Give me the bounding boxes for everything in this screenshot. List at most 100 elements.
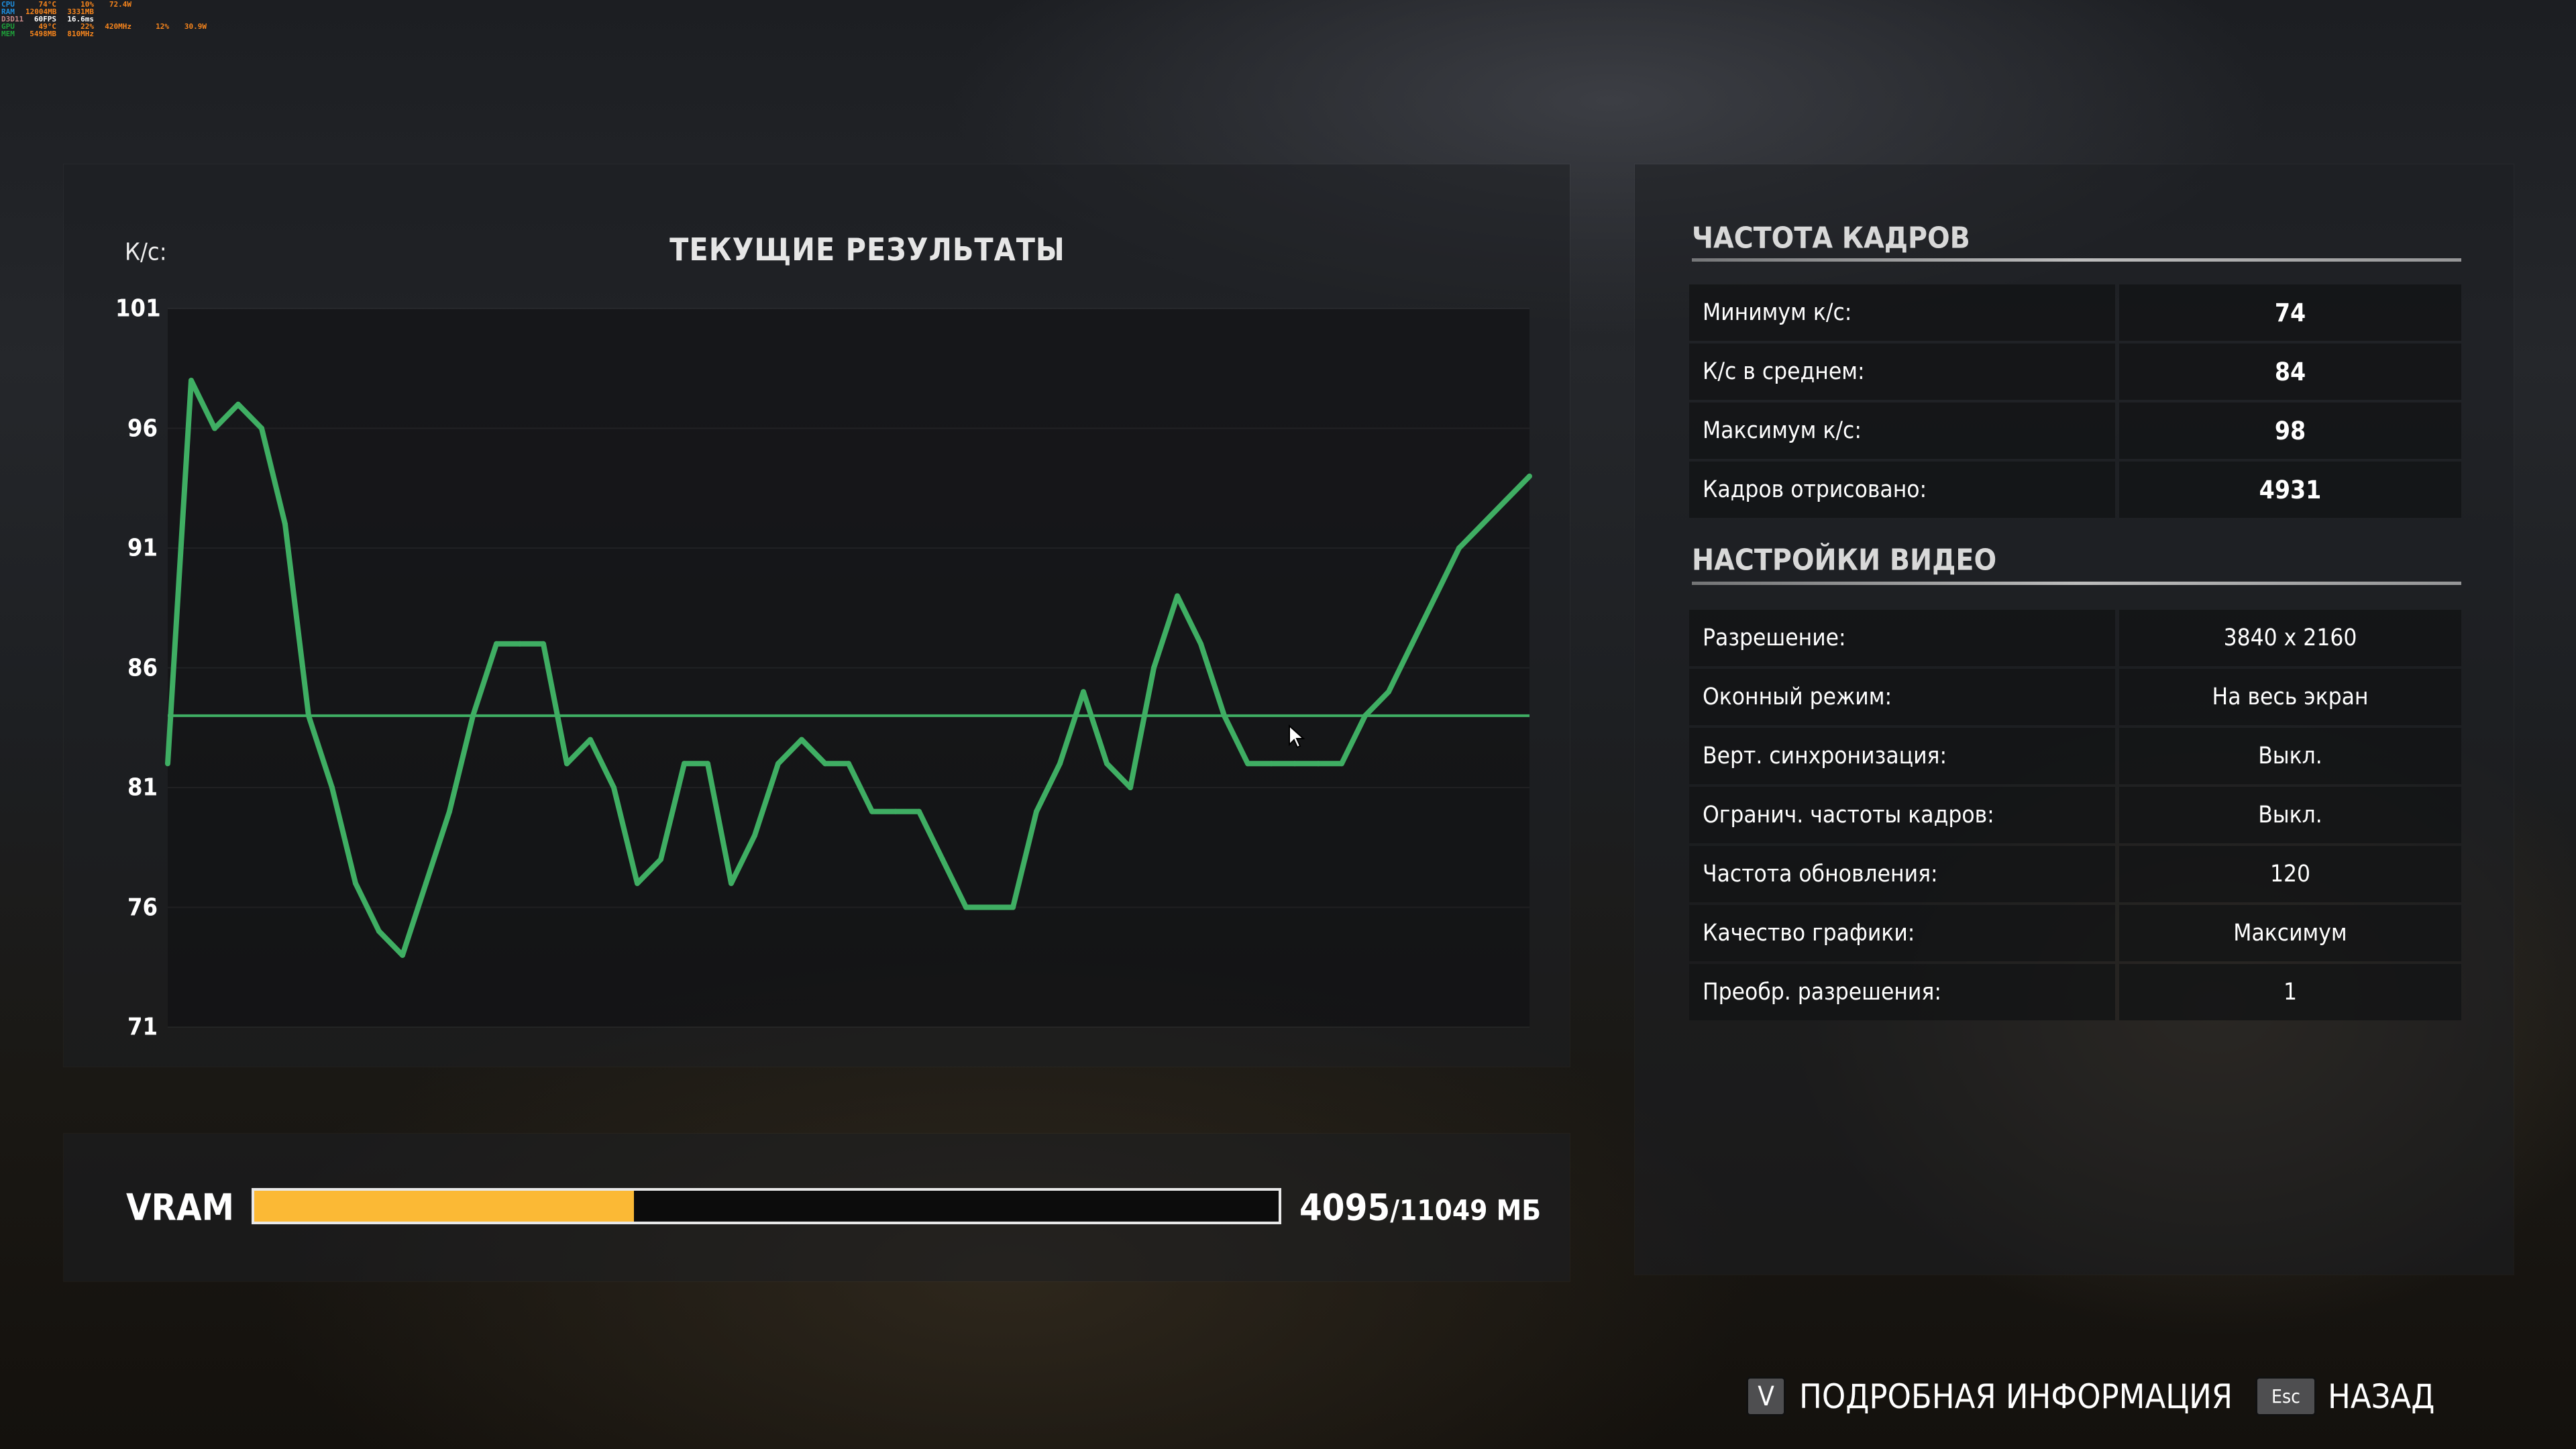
row-value: Выкл.: [2119, 728, 2461, 784]
overlay-value: 3331MB: [67, 7, 94, 16]
y-tick-label: 81: [127, 773, 158, 802]
row-value: 3840 x 2160: [2119, 610, 2461, 666]
data-point: [306, 712, 311, 718]
row-label: Частота обновления:: [1689, 846, 2115, 902]
overlay-value: 5498MB: [30, 30, 56, 38]
performance-overlay: CPU 74°C 10% 72.4W RAM 12004MB 3331MB D3D11 60FP…: [1, 1, 213, 38]
data-point: [1198, 641, 1203, 647]
data-point: [1292, 761, 1297, 767]
table-row: Максимум к/с: 98: [1689, 402, 2461, 459]
data-point: [376, 928, 382, 934]
vram-progress-fill: [254, 1191, 634, 1222]
data-point: [1480, 521, 1485, 527]
data-point: [1456, 545, 1462, 551]
data-point: [1362, 712, 1368, 718]
video-settings-heading: НАСТРОЙКИ ВИДЕО: [1692, 543, 1997, 578]
table-row: Огранич. частоты кадров: Выкл.: [1689, 787, 2461, 843]
data-point: [1034, 808, 1039, 814]
row-label: Минимум к/с:: [1689, 284, 2115, 341]
row-value: 74: [2119, 284, 2461, 341]
data-point: [658, 857, 663, 863]
overlay-value: 74°C: [38, 0, 57, 9]
overlay-value: 30.9W: [184, 22, 207, 31]
y-tick-label: 91: [127, 534, 158, 562]
overlay-value: 10%: [80, 0, 94, 9]
row-value: 4931: [2119, 462, 2461, 518]
data-point: [259, 425, 264, 431]
row-label: Оконный режим:: [1689, 669, 2115, 725]
data-point: [1057, 761, 1063, 767]
details-button[interactable]: ПОДРОБНАЯ ИНФОРМАЦИЯ: [1799, 1377, 2233, 1416]
data-point: [846, 761, 851, 767]
data-point: [1222, 712, 1227, 718]
data-point: [1128, 785, 1133, 790]
row-value: 1: [2119, 964, 2461, 1020]
divider: [1692, 258, 2461, 262]
v-key-icon[interactable]: V: [1746, 1377, 1786, 1416]
data-point: [588, 737, 593, 743]
y-tick-label: 96: [127, 415, 158, 442]
row-label: Максимум к/с:: [1689, 402, 2115, 459]
data-point: [1339, 761, 1344, 767]
data-point: [494, 641, 499, 647]
table-row: Качество графики: Максимум: [1689, 905, 2461, 961]
data-point: [682, 761, 687, 767]
y-tick-label: 76: [127, 894, 158, 921]
vram-used: 4095: [1299, 1186, 1391, 1229]
y-axis-unit-label: К/с:: [125, 238, 167, 266]
table-row: Преобр. разрешения: 1: [1689, 964, 2461, 1020]
overlay-key: MEM: [1, 30, 15, 38]
data-point: [1081, 689, 1086, 695]
data-point: [1386, 689, 1391, 695]
overlay-value: 12%: [156, 22, 169, 31]
overlay-key: CPU: [1, 0, 15, 9]
data-point: [611, 785, 616, 790]
data-point: [282, 521, 288, 527]
overlay-value: 60FPS: [34, 15, 56, 23]
mouse-cursor: [1288, 724, 1308, 754]
row-label: Верт. синхронизация:: [1689, 728, 2115, 784]
table-row: Оконный режим: На весь экран: [1689, 669, 2461, 725]
data-point: [189, 378, 194, 384]
data-point: [1433, 593, 1438, 599]
table-row: Разрешение: 3840 x 2160: [1689, 610, 2461, 666]
row-value: 84: [2119, 343, 2461, 400]
overlay-value: 72.4W: [109, 0, 131, 9]
overlay-value: 420MHz: [105, 22, 131, 31]
row-label: Огранич. частоты кадров:: [1689, 787, 2115, 843]
overlay-row: D3D11 60FPS 16.6ms: [1, 15, 213, 23]
esc-key-icon[interactable]: Esc: [2255, 1377, 2316, 1416]
data-point: [729, 880, 734, 886]
data-point: [893, 808, 898, 814]
data-point: [987, 904, 992, 910]
row-label: Кадров отрисовано:: [1689, 462, 2115, 518]
vram-usage-text: 4095/11049 МБ: [1299, 1187, 1541, 1229]
row-value: 120: [2119, 846, 2461, 902]
y-tick-label: 86: [127, 654, 158, 682]
table-row: Минимум к/с: 74: [1689, 284, 2461, 341]
table-row: К/с в среднем: 84: [1689, 343, 2461, 400]
row-label: Разрешение:: [1689, 610, 2115, 666]
data-point: [635, 880, 640, 886]
data-point: [1527, 473, 1532, 479]
overlay-row: RAM 12004MB 3331MB: [1, 8, 213, 15]
overlay-row: GPU 49°C 22% 420MHz 12% 30.9W: [1, 23, 213, 30]
data-point: [775, 761, 781, 767]
data-point: [353, 880, 358, 886]
data-point: [1503, 497, 1509, 503]
data-point: [822, 761, 828, 767]
data-point: [1010, 904, 1016, 910]
overlay-key: RAM: [1, 7, 15, 16]
y-tick-label: 101: [115, 294, 161, 323]
row-label: Качество графики:: [1689, 905, 2115, 961]
data-point: [705, 761, 710, 767]
data-point: [1104, 761, 1110, 767]
vram-label: VRAM: [126, 1186, 234, 1229]
data-point: [423, 880, 429, 886]
back-button[interactable]: НАЗАД: [2328, 1377, 2435, 1416]
data-point: [212, 425, 217, 431]
data-point: [1316, 761, 1321, 767]
overlay-key: D3D11: [1, 15, 24, 23]
data-point: [165, 761, 170, 767]
